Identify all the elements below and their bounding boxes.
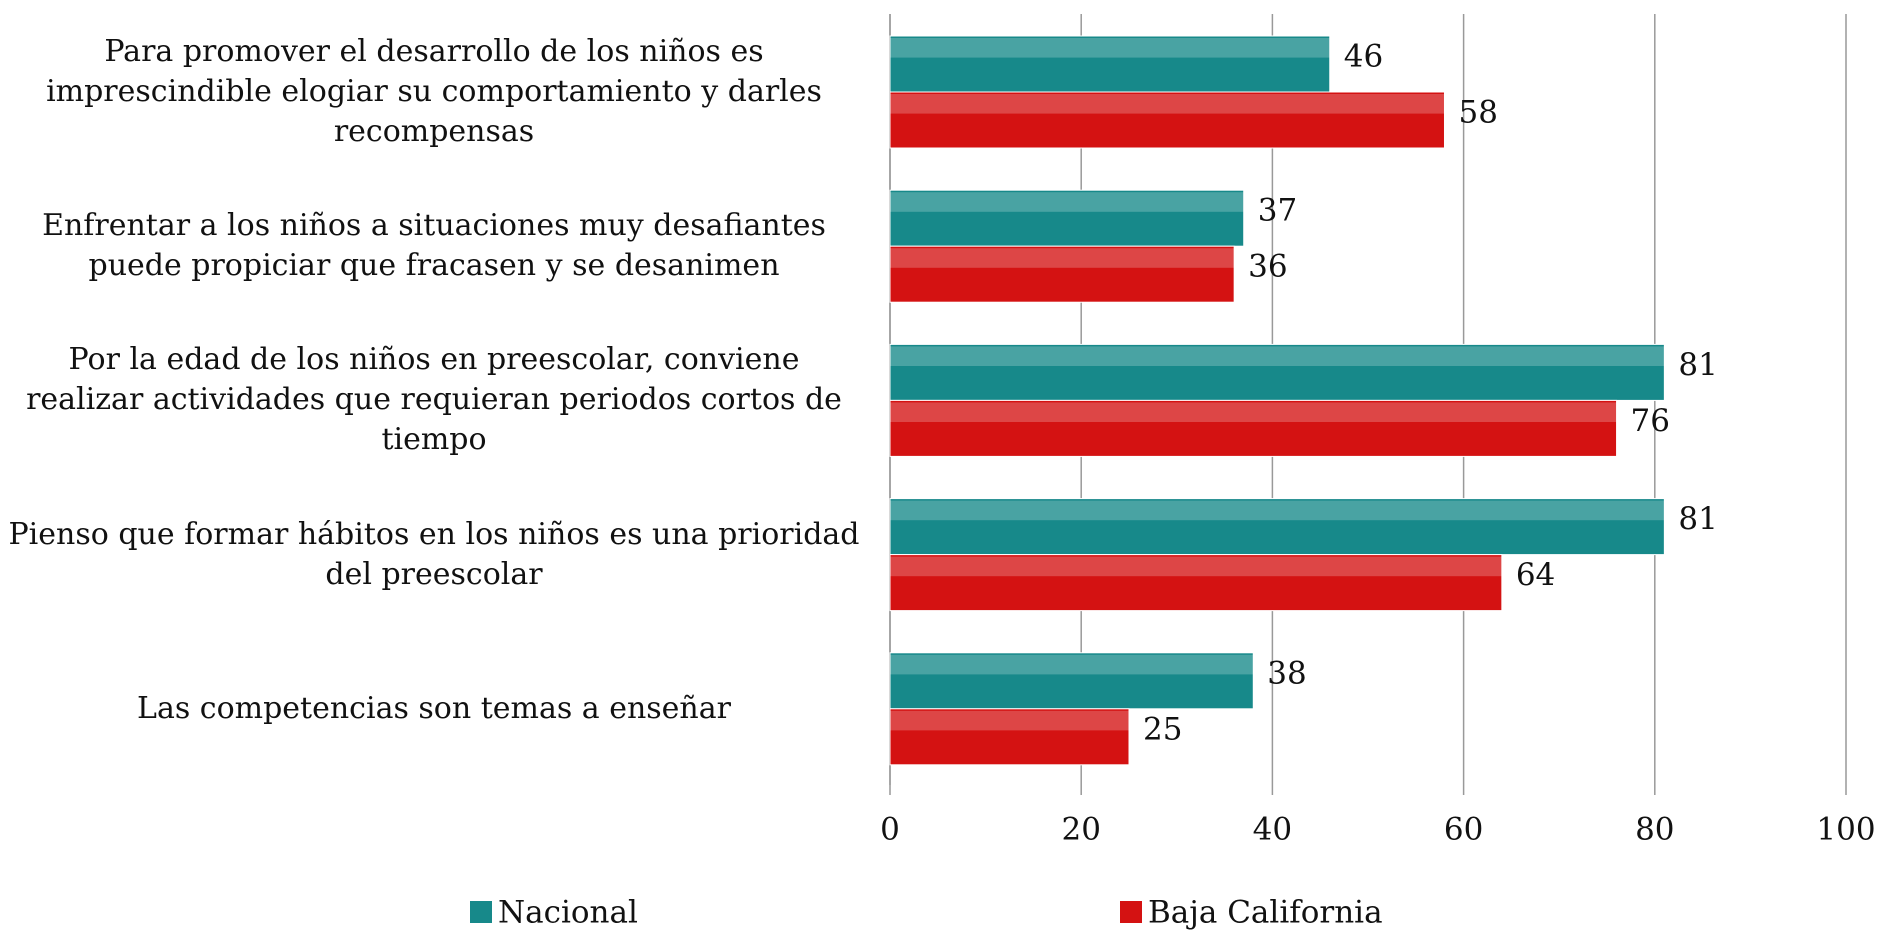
value-label: 25 xyxy=(1143,711,1182,747)
value-label: 64 xyxy=(1516,557,1555,593)
bar xyxy=(889,554,1503,612)
bar xyxy=(889,245,1235,303)
category-label: Para promover el desarrollo de los niños… xyxy=(46,34,822,149)
bar xyxy=(889,35,1331,93)
x-tick-label: 80 xyxy=(1635,812,1674,848)
value-label: 58 xyxy=(1458,95,1497,131)
bar xyxy=(889,652,1254,710)
bar-shine xyxy=(890,94,1445,114)
bar xyxy=(889,91,1445,149)
value-label: 36 xyxy=(1248,249,1287,285)
value-label: 81 xyxy=(1678,501,1717,537)
bar xyxy=(889,343,1665,401)
bar-shine xyxy=(890,346,1665,366)
value-label: 37 xyxy=(1258,193,1297,229)
x-tick-label: 0 xyxy=(880,812,900,848)
bar-shine xyxy=(890,38,1330,58)
category-label: Por la edad de los niños en preescolar, … xyxy=(26,342,842,458)
x-tick-label: 60 xyxy=(1444,812,1483,848)
bar xyxy=(889,498,1665,556)
category-label: Pienso que formar hábitos en los niños e… xyxy=(8,516,860,592)
category-label: Las competencias son temas a enseñar xyxy=(137,690,731,726)
bar-shine xyxy=(890,710,1129,731)
bar-shine xyxy=(890,556,1502,577)
bar-shine xyxy=(890,248,1235,268)
bar-shine xyxy=(890,192,1244,212)
value-label: 76 xyxy=(1631,403,1670,439)
legend-swatch xyxy=(470,901,492,923)
legend-swatch xyxy=(1120,901,1142,923)
x-tick-label: 20 xyxy=(1061,812,1100,848)
value-label: 38 xyxy=(1267,655,1306,691)
x-tick-label: 100 xyxy=(1816,812,1875,848)
legend-label: Baja California xyxy=(1148,895,1383,931)
bar-shine xyxy=(890,402,1617,422)
category-label: Enfrentar a los niños a situaciones muy … xyxy=(42,208,826,284)
legend-label: Nacional xyxy=(498,895,638,931)
x-tick-label: 40 xyxy=(1253,812,1292,848)
value-label: 46 xyxy=(1344,39,1383,75)
value-label: 81 xyxy=(1678,347,1717,383)
bar xyxy=(889,399,1618,457)
bar xyxy=(889,708,1130,766)
bar xyxy=(889,189,1245,247)
bar-shine xyxy=(890,500,1665,521)
bar-shine xyxy=(890,654,1254,675)
